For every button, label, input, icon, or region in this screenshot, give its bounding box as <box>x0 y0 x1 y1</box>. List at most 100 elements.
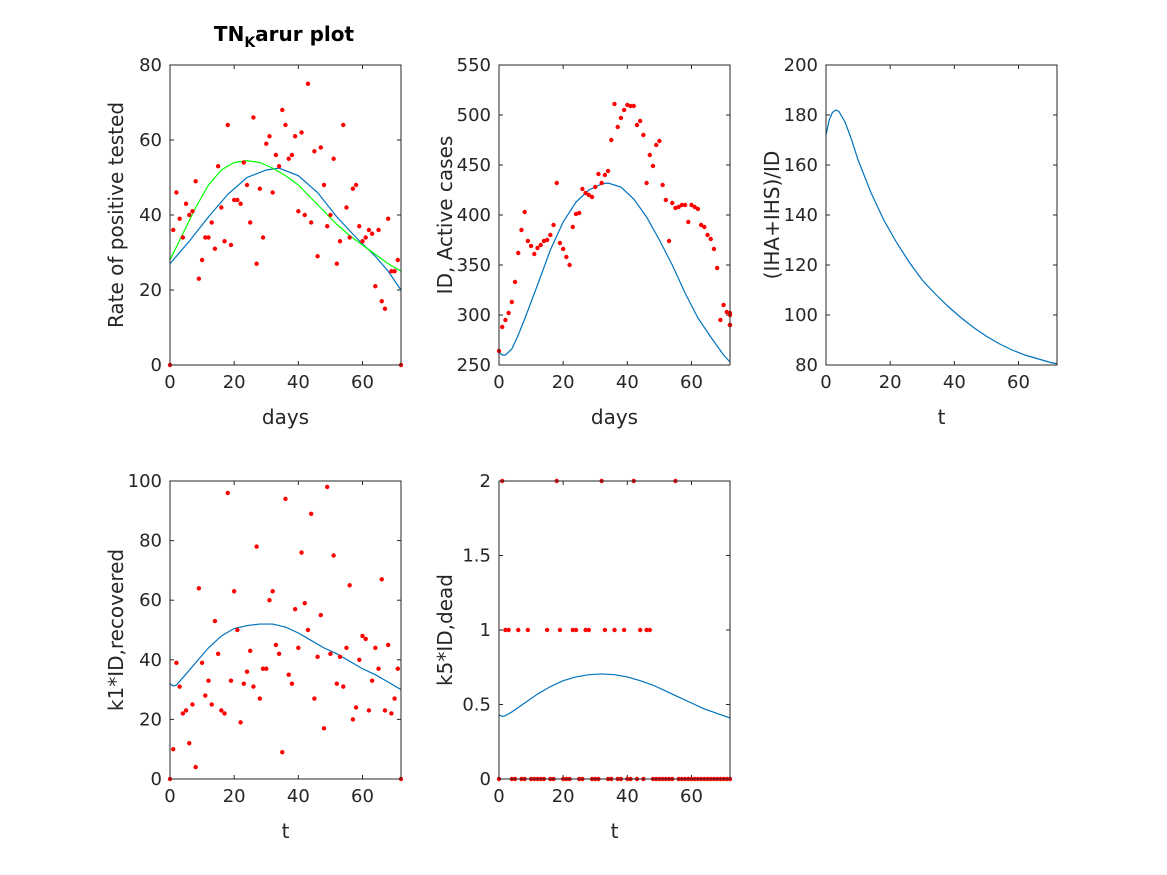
y-tick-label: 350 <box>457 255 491 276</box>
data-point <box>618 115 624 121</box>
data-points <box>496 101 733 354</box>
x-tick-label: 40 <box>616 372 639 393</box>
data-point <box>206 235 211 240</box>
data-point <box>570 224 575 230</box>
data-point <box>538 242 543 248</box>
data-point <box>586 627 592 633</box>
x-tick-label: 60 <box>680 372 703 393</box>
data-point <box>180 711 186 716</box>
y-tick-label: 1.5 <box>462 546 491 567</box>
data-point <box>382 708 388 713</box>
data-point <box>187 741 192 746</box>
data-point <box>379 299 384 304</box>
x-tick-label: 60 <box>351 786 374 807</box>
data-point <box>609 137 614 143</box>
data-point <box>235 197 240 203</box>
data-point <box>705 232 710 238</box>
data-point <box>199 660 205 665</box>
data-point <box>325 484 330 490</box>
data-point <box>318 145 323 150</box>
y-tick-label: 80 <box>795 355 818 376</box>
data-point <box>183 201 189 206</box>
data-point <box>312 149 317 154</box>
data-point <box>337 239 343 244</box>
data-point <box>373 645 378 651</box>
subplot-5: 0 20 40 60 0 0.5 1 1.5 2 t k5*ID,dead <box>433 471 733 843</box>
data-point <box>621 107 627 113</box>
data-point <box>238 720 243 725</box>
data-point <box>177 216 182 221</box>
data-point <box>560 246 566 252</box>
data-point <box>260 666 266 671</box>
x-tick-label: 0 <box>493 372 504 393</box>
data-point <box>219 708 224 713</box>
data-point <box>385 216 391 221</box>
data-point <box>321 726 327 731</box>
data-point <box>193 764 198 770</box>
data-point <box>222 239 227 244</box>
data-point <box>650 163 656 169</box>
data-point <box>212 246 218 251</box>
data-point <box>203 235 208 240</box>
data-point <box>296 209 301 214</box>
data-point <box>248 220 253 225</box>
data-point <box>187 212 192 218</box>
data-point <box>612 627 617 633</box>
data-point <box>698 222 704 228</box>
y-axis-label: ID, Active cases <box>433 136 457 295</box>
data-point <box>283 496 288 502</box>
data-point <box>689 202 694 208</box>
data-point <box>654 142 659 148</box>
data-point <box>177 684 182 689</box>
data-point <box>190 209 195 214</box>
data-point <box>544 237 550 243</box>
axes-frame <box>169 480 402 780</box>
data-point <box>286 672 291 677</box>
data-point <box>183 708 189 713</box>
data-point <box>267 134 272 139</box>
data-point <box>318 612 323 618</box>
data-point <box>535 245 540 251</box>
y-tick-label: 60 <box>139 590 162 611</box>
y-axis-label: (IHA+IHS)/ID <box>760 151 784 280</box>
data-point <box>341 684 346 689</box>
data-point <box>222 711 227 716</box>
data-point <box>350 186 356 191</box>
data-point <box>276 651 282 657</box>
x-tick-label: 20 <box>223 786 246 807</box>
data-point <box>292 134 298 139</box>
data-point <box>206 678 211 683</box>
data-point <box>392 696 397 701</box>
series-line-1 <box>170 623 401 691</box>
y-tick-label: 20 <box>139 280 162 301</box>
y-tick-label: 250 <box>457 355 491 376</box>
data-point <box>506 310 511 316</box>
data-point <box>366 708 372 713</box>
data-point <box>525 627 531 633</box>
x-tick-label: 20 <box>552 786 575 807</box>
data-point <box>199 257 205 263</box>
data-point <box>634 122 640 128</box>
data-point <box>344 645 349 651</box>
x-tick-label: 60 <box>351 372 374 393</box>
data-point <box>548 232 553 238</box>
data-point <box>215 651 221 657</box>
y-tick-label: 0 <box>151 355 162 376</box>
data-point <box>509 299 515 305</box>
x-axis-label: days <box>262 405 309 429</box>
plot-title: TNKarur plot <box>214 22 355 51</box>
data-point <box>350 717 356 722</box>
data-point <box>347 235 352 240</box>
data-point <box>305 627 311 633</box>
axes-frame <box>169 64 402 366</box>
data-point <box>686 219 691 225</box>
data-point <box>325 224 330 229</box>
data-point <box>392 269 397 274</box>
data-point <box>532 251 537 257</box>
data-point <box>334 261 340 266</box>
y-tick-label: 2 <box>480 471 491 492</box>
data-point <box>711 246 717 252</box>
data-point <box>251 684 256 689</box>
data-point <box>257 186 263 191</box>
